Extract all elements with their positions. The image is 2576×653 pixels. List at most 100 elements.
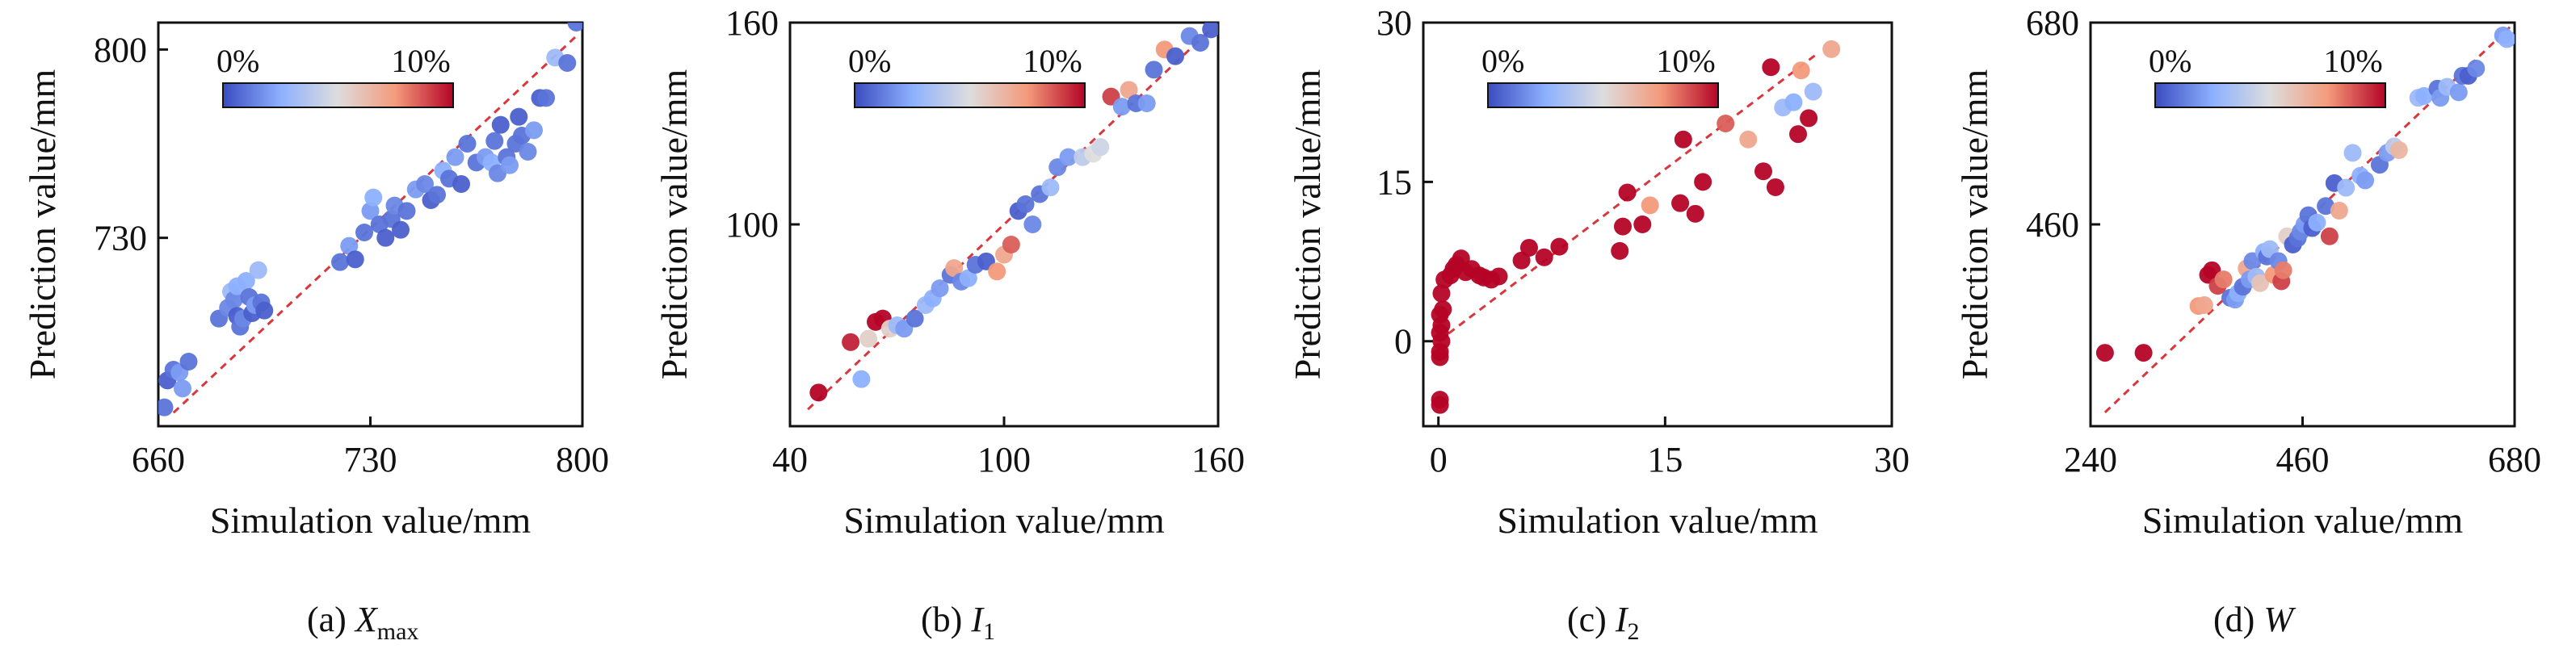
colorbar	[2154, 82, 2386, 108]
data-point	[1792, 61, 1810, 80]
data-point	[2337, 178, 2355, 197]
plot-area	[2095, 26, 2515, 414]
data-point	[525, 121, 543, 140]
y-tick-label: 100	[725, 205, 779, 245]
colorbar-max-label: 10%	[1656, 43, 1715, 79]
data-point	[1550, 237, 1569, 256]
data-point	[458, 135, 477, 153]
caption-prefix: (d)	[2213, 600, 2263, 639]
data-point	[1519, 238, 1538, 257]
data-point	[1789, 125, 1807, 144]
data-point	[1641, 196, 1659, 215]
data-point	[1112, 98, 1131, 116]
data-point	[1137, 94, 1156, 112]
y-tick-label: 0	[1394, 322, 1412, 362]
data-point	[1059, 148, 1078, 166]
data-point	[2251, 274, 2269, 292]
data-point	[1535, 248, 1553, 266]
data-point	[446, 148, 464, 166]
caption-subscript: max	[377, 618, 419, 645]
colorbar-max-label: 10%	[391, 43, 450, 79]
x-axis-label: Simulation value/mm	[843, 500, 1165, 541]
caption-variable: I	[1615, 600, 1629, 639]
data-point	[931, 279, 949, 298]
data-point	[2274, 261, 2292, 279]
x-tick-label: 660	[132, 440, 185, 479]
data-point	[225, 291, 243, 309]
data-point	[361, 202, 380, 220]
data-point	[179, 353, 198, 370]
data-point	[355, 224, 373, 241]
panel-4: 240 460 680 460 680 Simulation value/mm Predic…	[1954, 3, 2541, 639]
caption-subscript: 1	[983, 618, 995, 645]
data-point	[1686, 204, 1704, 223]
data-point	[392, 220, 410, 239]
x-tick-label: 680	[2488, 440, 2541, 479]
panel-2: 40 100 160 100 160 Simulation value/mm Predict…	[653, 3, 1245, 645]
x-tick-label: 460	[2276, 440, 2330, 479]
data-point	[501, 156, 519, 174]
data-point	[537, 89, 555, 107]
data-point	[1613, 217, 1632, 236]
data-point	[1120, 81, 1138, 99]
plot-area	[158, 23, 582, 416]
colorbar-max-label: 10%	[1023, 43, 1082, 79]
caption-prefix: (a)	[307, 600, 355, 639]
data-point	[2134, 344, 2153, 362]
data-point	[376, 228, 395, 247]
x-tick-label: 730	[344, 440, 397, 479]
data-point	[945, 259, 964, 278]
data-point	[364, 188, 383, 207]
data-point	[1091, 138, 1110, 157]
data-point	[1671, 194, 1690, 212]
y-tick-label: 30	[1376, 3, 1412, 43]
y-tick-label: 730	[94, 219, 147, 258]
caption-prefix: (c)	[1567, 600, 1616, 639]
data-point	[340, 237, 359, 255]
data-point	[1490, 267, 1508, 286]
data-point	[331, 253, 349, 271]
y-axis-label: Prediction value/mm	[653, 69, 695, 380]
colorbar	[222, 82, 454, 108]
colorbar-min-label: 0%	[848, 43, 891, 79]
y-axis-label: Prediction value/mm	[1287, 69, 1328, 380]
caption-prefix: (b)	[921, 600, 971, 639]
data-point	[1432, 284, 1451, 303]
caption-subscript: 2	[1628, 618, 1640, 645]
y-tick-label: 460	[2026, 205, 2079, 245]
data-point	[452, 175, 470, 193]
plot-area	[1431, 40, 1841, 414]
data-point	[2095, 344, 2114, 362]
x-tick-label: 0	[1430, 440, 1448, 479]
data-point	[1041, 178, 1060, 197]
data-point	[1611, 241, 1629, 260]
colorbar	[1487, 82, 1719, 108]
data-point	[174, 379, 191, 398]
data-point	[1166, 47, 1184, 65]
y-axis-label: Prediction value/mm	[22, 69, 63, 380]
data-point	[416, 175, 434, 193]
data-point	[1674, 130, 1692, 149]
data-point	[2389, 140, 2408, 159]
data-point	[1023, 216, 1042, 233]
caption-variable: I	[970, 600, 985, 639]
data-point	[1762, 58, 1780, 77]
data-point	[558, 54, 577, 72]
panel-1: 660 730 800 730 800 Simulation value/mm Predic…	[22, 21, 609, 645]
data-point	[519, 143, 537, 161]
panel-3: 0 15 30 0 15 30 Simulation value/mm Prediction …	[1287, 3, 1910, 645]
colorbar-min-label: 0%	[216, 43, 259, 79]
data-point	[2467, 59, 2486, 77]
data-point	[1202, 23, 1218, 39]
fit-line	[807, 28, 1212, 411]
x-axis-label: Simulation value/mm	[2142, 500, 2464, 541]
x-tick-label: 160	[1191, 440, 1245, 479]
data-point	[346, 250, 364, 269]
data-point	[852, 370, 871, 388]
data-point	[491, 115, 510, 134]
data-point	[1191, 34, 1209, 52]
data-point	[2356, 171, 2375, 190]
data-point	[1739, 130, 1758, 149]
data-point	[1434, 300, 1452, 319]
